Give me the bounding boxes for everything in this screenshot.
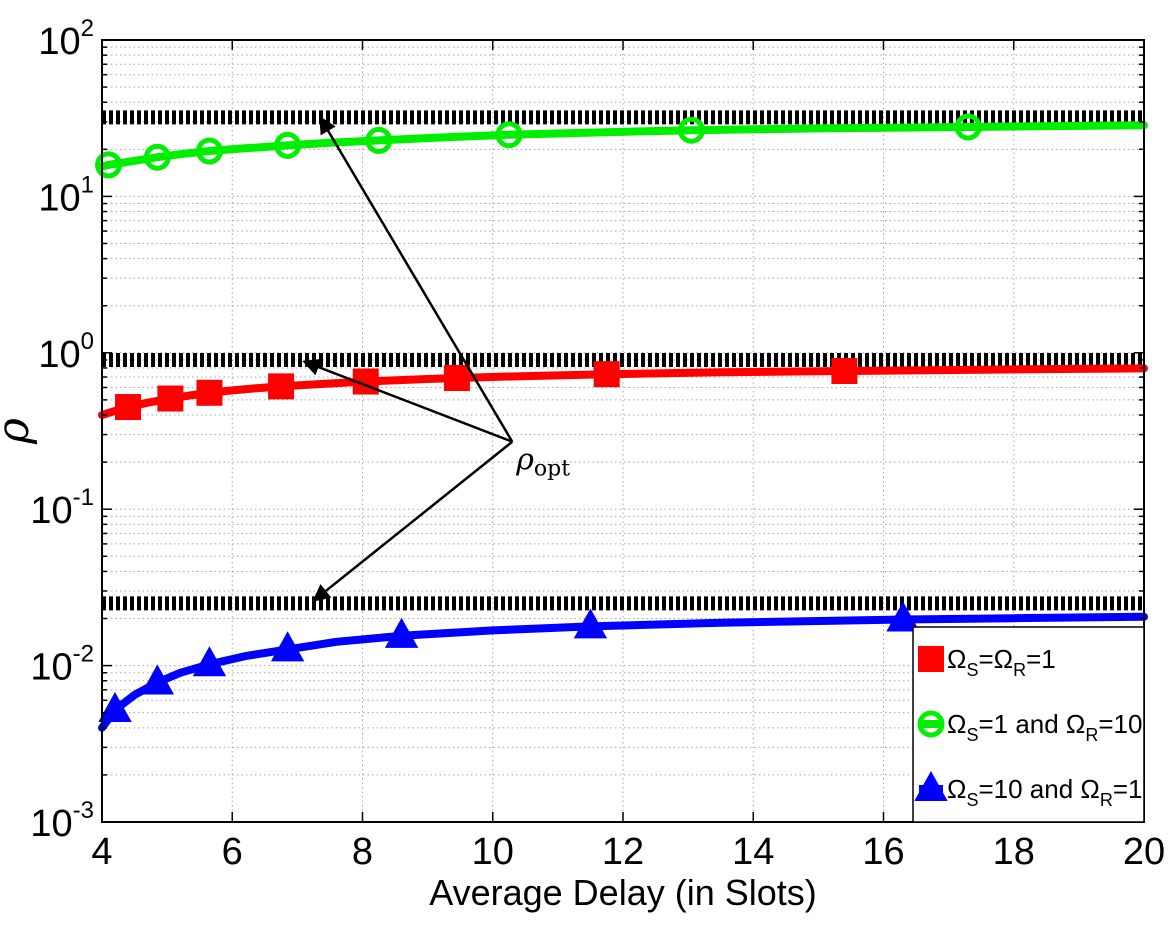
- marker-triangle: [384, 617, 419, 648]
- y-tick-label: 10-1: [30, 484, 94, 532]
- series-layer: [95, 113, 1148, 732]
- legend-label-red: ΩS=ΩR=1: [947, 644, 1056, 680]
- marker-square: [115, 394, 142, 421]
- legend-text-part: =1: [1026, 644, 1056, 674]
- marker-circle: [95, 151, 123, 179]
- axis-ticks: [101, 39, 1145, 823]
- y-tick-exponent: -2: [73, 641, 94, 668]
- legend-item-blue: ΩS=10 and ΩR=1: [914, 770, 1142, 810]
- marker-circle: [917, 710, 945, 738]
- marker-triangle: [140, 664, 175, 695]
- y-tick-label: 102: [38, 15, 94, 63]
- legend-subscript: S: [966, 660, 978, 680]
- marker-square: [918, 646, 944, 672]
- marker-circle: [195, 137, 223, 165]
- y-tick-label: 100: [38, 328, 94, 376]
- y-tick-exponent: 2: [81, 15, 94, 42]
- legend-text-part: Ω: [947, 774, 966, 804]
- marker-square: [157, 385, 184, 412]
- x-tick-label: 16: [862, 831, 904, 873]
- y-tick-exponent: -1: [73, 484, 94, 511]
- marker-square: [443, 365, 470, 392]
- marker-triangle: [270, 631, 305, 662]
- marker-circle: [954, 113, 982, 141]
- annotation-arrow: [312, 440, 514, 602]
- x-tick-label: 20: [1123, 831, 1165, 873]
- legend-text-part: =10: [1098, 709, 1142, 739]
- marker-triangle: [192, 646, 227, 677]
- legend-text-part: Ω: [947, 709, 966, 739]
- legend-subscript: R: [1085, 725, 1098, 745]
- x-tick-label: 4: [91, 831, 112, 873]
- x-tick-label: 6: [222, 831, 243, 873]
- y-tick-base: 10: [38, 177, 80, 219]
- legend-text-part: =Ω: [978, 644, 1013, 674]
- y-tick-exponent: -3: [73, 797, 94, 824]
- x-tick-label: 12: [602, 831, 644, 873]
- marker-square: [831, 357, 858, 384]
- marker-triangle: [914, 770, 948, 801]
- x-tick-label: 8: [352, 831, 373, 873]
- marker-triangle: [886, 601, 920, 632]
- y-tick-base: 10: [30, 647, 72, 689]
- marker-circle: [677, 116, 705, 144]
- x-tick-label: 18: [993, 831, 1035, 873]
- y-tick-label: 10-2: [30, 641, 94, 689]
- legend-label-green: ΩS=1 and ΩR=10: [947, 709, 1142, 745]
- x-axis-label: Average Delay (in Slots): [429, 872, 817, 913]
- marker-circle: [143, 143, 171, 171]
- series-line-green: [98, 121, 1148, 171]
- marker-triangle: [573, 608, 608, 639]
- y-tick-base: 10: [38, 21, 80, 63]
- y-tick-exponent: 0: [81, 328, 94, 355]
- y-tick-base: 10: [30, 490, 72, 532]
- y-tick-base: 10: [30, 803, 72, 845]
- legend-label-blue: ΩS=10 and ΩR=1: [947, 774, 1142, 810]
- legend-text-part: =10 and Ω: [978, 774, 1099, 804]
- y-tick-label: 101: [38, 171, 94, 219]
- series-red: [98, 357, 1148, 421]
- series-blue: [98, 601, 1148, 732]
- legend-text-part: =1 and Ω: [978, 709, 1085, 739]
- legend-item-red: ΩS=ΩR=1: [918, 644, 1056, 680]
- x-tick-labels: 4 6 8 10 12 14 16 18 20: [91, 831, 1165, 873]
- legend-box: [912, 626, 1145, 823]
- y-tick-label: 10-3: [30, 797, 94, 845]
- legend-item-green: ΩS=1 and ΩR=10: [917, 709, 1142, 745]
- annotation-label: ρopt: [515, 443, 570, 482]
- marker-circle: [365, 126, 393, 154]
- marker-square: [593, 361, 620, 388]
- x-tick-label: 10: [472, 831, 514, 873]
- marker-square: [196, 379, 223, 406]
- y-tick-base: 10: [38, 334, 80, 376]
- legend-subscript: S: [966, 790, 978, 810]
- annotation-arrow: [302, 358, 513, 443]
- legend-subscript: R: [1100, 790, 1113, 810]
- legend-subscript: S: [966, 725, 978, 745]
- marker-circle: [495, 121, 523, 149]
- marker-square: [268, 373, 295, 400]
- legend-text-part: Ω: [947, 644, 966, 674]
- annotation-symbol: ρ: [515, 443, 534, 478]
- y-axis-label: ρ: [0, 418, 39, 445]
- x-tick-label: 14: [732, 831, 774, 873]
- series-line-red: [98, 364, 1148, 419]
- y-tick-exponent: 1: [81, 171, 94, 198]
- series-green: [95, 113, 1148, 179]
- annotation-arrow: [319, 115, 514, 443]
- marker-triangle: [98, 691, 132, 723]
- legend-subscript: R: [1013, 660, 1026, 680]
- marker-circle: [274, 131, 302, 159]
- legend-text-part: =1: [1113, 774, 1143, 804]
- annotation-subscript: opt: [534, 457, 570, 482]
- rho-opt-annotation: ρopt: [302, 115, 570, 602]
